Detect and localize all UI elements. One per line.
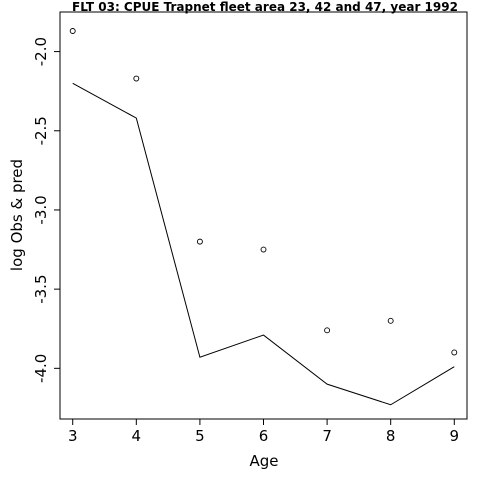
x-tick-label: 5 — [195, 427, 205, 445]
y-tick-label: -4.0 — [32, 354, 50, 383]
observed-point — [196, 238, 203, 245]
y-axis: -2.0 -2.5 -3.0 -3.5 -4.0 — [32, 37, 60, 383]
x-tick-label: 4 — [132, 427, 142, 445]
predicted-line — [72, 82, 455, 406]
chart-title: FLT 03: CPUE Trapnet fleet area 23, 42 a… — [72, 0, 458, 14]
observed-point — [260, 246, 267, 253]
y-tick-label: -3.5 — [32, 274, 50, 303]
y-tick-label: -2.0 — [32, 37, 50, 66]
y-tick-label: -2.5 — [32, 116, 50, 145]
observed-point — [324, 327, 331, 334]
y-axis-title: log Obs & pred — [8, 159, 26, 271]
x-tick-label: 3 — [68, 427, 78, 445]
y-tick-label: -3.0 — [32, 195, 50, 224]
x-axis: 3 4 5 6 7 8 9 — [68, 419, 459, 445]
series-layer — [69, 28, 458, 406]
observed-point — [387, 317, 394, 324]
x-tick-label: 9 — [450, 427, 460, 445]
x-tick-label: 7 — [322, 427, 332, 445]
x-tick-label: 6 — [259, 427, 269, 445]
plot-frame — [59, 11, 468, 420]
x-tick-label: 8 — [386, 427, 396, 445]
observed-point — [133, 75, 140, 82]
observed-point — [451, 349, 458, 356]
observed-point — [69, 28, 76, 34]
x-axis-title: Age — [249, 452, 278, 470]
